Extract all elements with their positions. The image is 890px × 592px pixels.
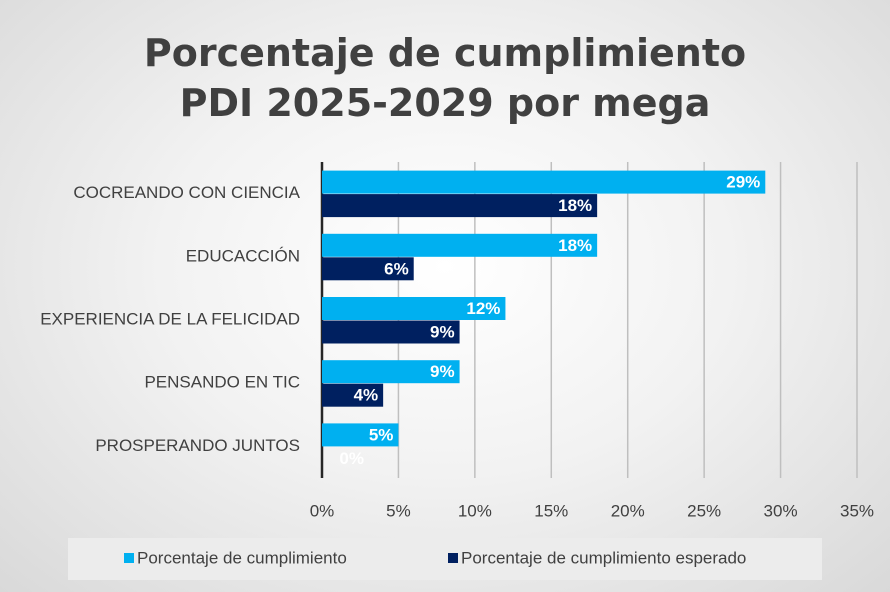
x-tick-label: 15% xyxy=(534,501,568,520)
data-label: 6% xyxy=(384,259,409,278)
data-label: 9% xyxy=(430,362,455,381)
data-label: 18% xyxy=(558,196,592,215)
bar xyxy=(322,383,384,407)
legend-swatch xyxy=(124,553,134,563)
x-tick-label: 20% xyxy=(611,501,645,520)
x-tick-label: 5% xyxy=(386,501,411,520)
x-tick-label: 30% xyxy=(764,501,798,520)
data-label: 18% xyxy=(558,236,592,255)
bar xyxy=(322,233,598,257)
y-tick-label: EXPERIENCIA DE LA FELICIDAD xyxy=(40,309,300,328)
data-label: 29% xyxy=(726,173,760,192)
y-tick-label: PENSANDO EN TIC xyxy=(144,373,300,392)
bar xyxy=(322,170,766,194)
x-tick-label: 10% xyxy=(458,501,492,520)
data-label: 9% xyxy=(430,322,455,341)
legend-swatch xyxy=(448,553,458,563)
y-tick-label: PROSPERANDO JUNTOS xyxy=(95,436,300,455)
data-label: 0% xyxy=(339,449,364,468)
bar xyxy=(322,194,598,218)
chart-title: Porcentaje de cumplimiento PDI 2025-2029… xyxy=(143,31,747,125)
bar xyxy=(322,257,414,281)
data-label: 5% xyxy=(369,425,394,444)
y-tick-label: EDUCACCIÓN xyxy=(186,246,300,265)
data-label: 12% xyxy=(466,299,500,318)
bar xyxy=(322,423,399,447)
x-tick-label: 0% xyxy=(310,501,335,520)
legend-box xyxy=(68,538,822,580)
x-tick-label: 25% xyxy=(687,501,721,520)
x-tick-label: 35% xyxy=(840,501,874,520)
bar xyxy=(322,360,460,384)
legend-label: Porcentaje de cumplimiento esperado xyxy=(461,548,746,567)
y-tick-label: COCREANDO CON CIENCIA xyxy=(73,183,300,202)
data-label: 4% xyxy=(354,386,379,405)
legend-label: Porcentaje de cumplimiento xyxy=(137,548,347,567)
bar xyxy=(322,297,506,320)
bar xyxy=(322,320,460,344)
